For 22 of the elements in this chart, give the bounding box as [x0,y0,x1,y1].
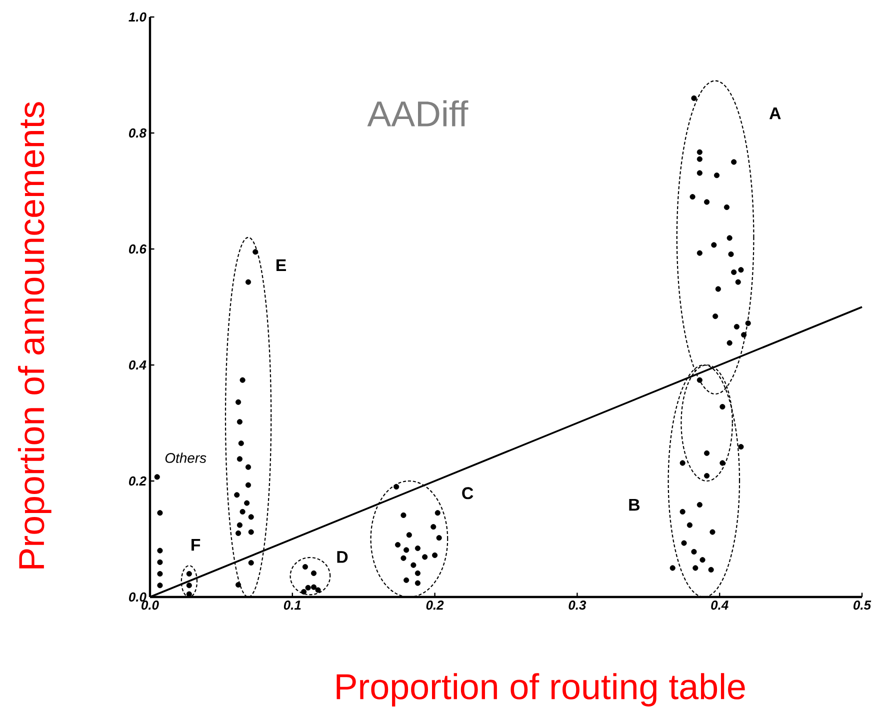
y-tick-label: 0.4 [129,360,146,370]
x-tick-label: 0.3 [568,600,586,610]
x-axis-title: Proportion of routing table [336,673,745,707]
y-axis-title: Proportion of announcements [18,102,52,568]
annotation: E [276,259,286,272]
annotation: D [337,551,348,563]
x-tick-label: 0.4 [711,600,728,610]
y-tick-label: 1.0 [128,12,146,22]
y-tick-label: 0.6 [129,244,147,254]
text: AADiff [367,100,468,126]
annotation: B [629,498,640,511]
y-tick-label: 0.8 [129,128,146,138]
annotation: F [192,538,200,551]
annotation: A [769,107,781,120]
annotation: C [462,487,474,500]
x-tick-label: 0.2 [426,600,444,610]
y-tick-label: 0.2 [129,476,146,486]
x-tick-label: 0.1 [284,600,301,610]
annotation: Others [165,452,206,463]
x-tick-label: 0.5 [854,600,872,610]
y-tick-label: 0.0 [129,592,146,602]
x-tick-label: 0.0 [142,600,159,610]
